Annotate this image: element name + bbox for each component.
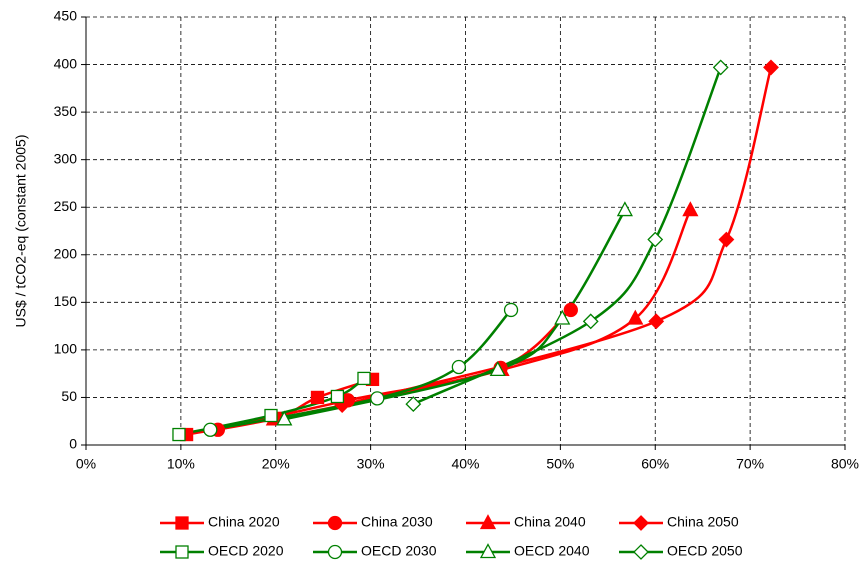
legend-label: OECD 2040 xyxy=(514,543,590,559)
marker xyxy=(172,427,186,442)
legend-marker xyxy=(479,543,497,559)
y-axis-label: US$ / tCO2-eq (constant 2005) xyxy=(13,135,29,328)
legend-label: OECD 2050 xyxy=(667,543,743,559)
legend-label: China 2020 xyxy=(208,514,280,530)
legend-marker xyxy=(175,545,189,559)
x-tick-label: 0% xyxy=(76,456,96,472)
series-line xyxy=(412,66,722,406)
marker xyxy=(357,371,371,386)
marker xyxy=(310,390,325,405)
marker xyxy=(370,391,385,406)
x-tick-label: 70% xyxy=(736,456,764,472)
y-tick-label: 300 xyxy=(54,150,78,166)
legend-label: China 2030 xyxy=(361,514,433,530)
marker xyxy=(489,360,506,377)
marker xyxy=(554,309,571,325)
marker xyxy=(503,302,519,318)
marker xyxy=(712,59,729,76)
marker xyxy=(203,422,218,437)
marker xyxy=(405,396,422,413)
marker xyxy=(647,231,664,248)
series-line xyxy=(341,67,773,407)
x-tick-label: 60% xyxy=(641,456,669,472)
x-tick-label: 40% xyxy=(451,456,479,472)
y-tick-label: 150 xyxy=(54,293,78,309)
y-tick-label: 0 xyxy=(69,436,77,452)
legend-marker xyxy=(633,544,649,560)
y-tick-label: 50 xyxy=(61,388,77,404)
marker xyxy=(276,410,293,426)
x-tick-label: 50% xyxy=(546,456,574,472)
series-line xyxy=(273,209,692,421)
legend-label: OECD 2020 xyxy=(208,543,284,559)
y-tick-label: 100 xyxy=(54,341,78,357)
marker xyxy=(763,59,779,76)
legend-marker xyxy=(175,516,189,530)
marker xyxy=(718,231,735,248)
marker xyxy=(682,201,699,217)
x-tick-label: 30% xyxy=(357,456,385,472)
y-tick-label: 200 xyxy=(54,245,78,261)
marker xyxy=(627,309,644,325)
y-tick-label: 350 xyxy=(54,103,78,119)
legend-marker xyxy=(327,515,343,531)
marker xyxy=(330,389,345,404)
legend-label: China 2040 xyxy=(514,514,586,530)
legend-marker xyxy=(633,515,649,531)
marker xyxy=(616,201,633,217)
marker xyxy=(451,359,467,375)
y-tick-label: 400 xyxy=(54,55,78,71)
legend-label: OECD 2030 xyxy=(361,543,437,559)
legend-marker xyxy=(479,514,497,530)
legend-label: China 2050 xyxy=(667,514,739,530)
marker xyxy=(648,313,665,330)
marker xyxy=(264,408,278,423)
y-tick-label: 250 xyxy=(54,198,78,214)
y-tick-label: 450 xyxy=(54,8,78,24)
marker xyxy=(563,302,578,318)
x-tick-label: 80% xyxy=(831,456,859,472)
legend-marker xyxy=(327,544,343,560)
marker xyxy=(582,313,599,330)
x-tick-label: 20% xyxy=(262,456,290,472)
x-tick-label: 10% xyxy=(167,456,195,472)
series-line xyxy=(210,309,512,432)
